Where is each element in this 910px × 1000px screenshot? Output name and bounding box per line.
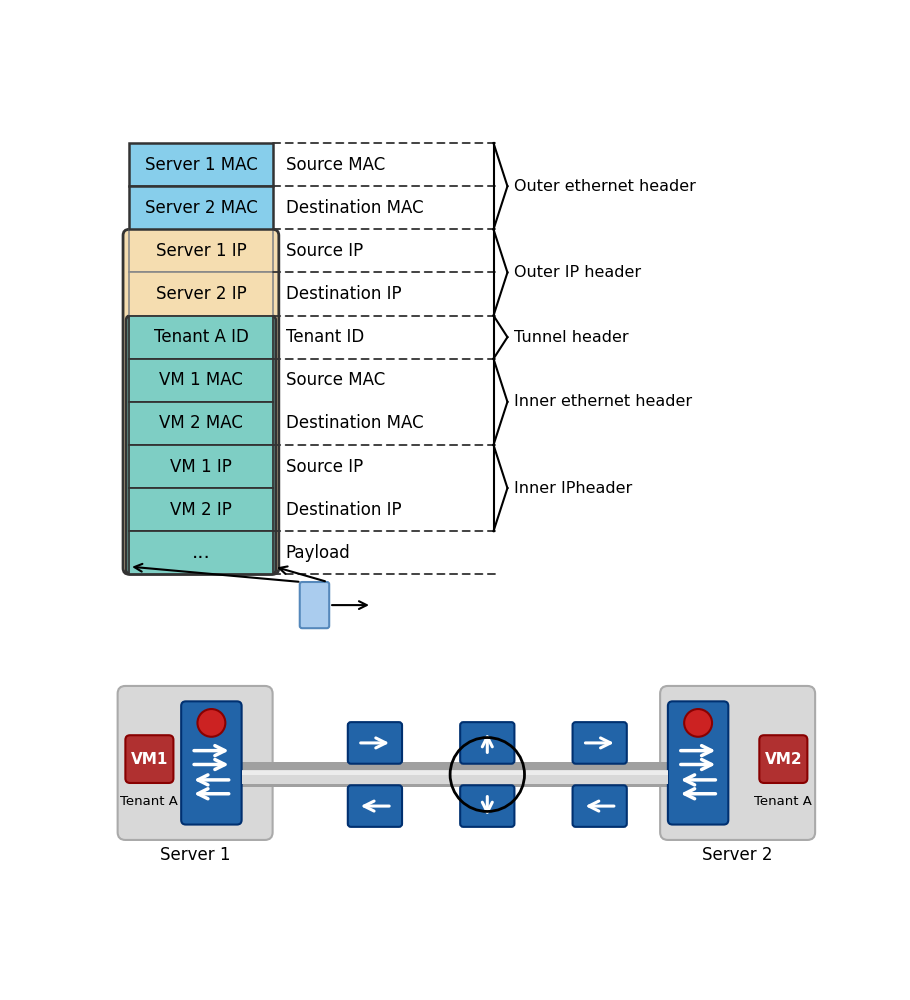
Text: Source MAC: Source MAC: [286, 371, 385, 389]
Text: Payload: Payload: [286, 544, 350, 562]
FancyBboxPatch shape: [129, 229, 273, 272]
Text: Server 1: Server 1: [160, 846, 230, 864]
Text: Server 2 IP: Server 2 IP: [156, 285, 247, 303]
FancyBboxPatch shape: [181, 701, 242, 825]
Text: ...: ...: [192, 543, 210, 562]
FancyBboxPatch shape: [129, 488, 273, 531]
FancyBboxPatch shape: [348, 785, 402, 827]
FancyBboxPatch shape: [460, 722, 514, 764]
Text: VM1: VM1: [131, 752, 168, 767]
Text: VM 2 MAC: VM 2 MAC: [159, 414, 243, 432]
Circle shape: [197, 709, 226, 737]
Text: Destination IP: Destination IP: [286, 285, 401, 303]
Text: Tunnel header: Tunnel header: [513, 330, 628, 345]
FancyBboxPatch shape: [129, 359, 273, 402]
FancyBboxPatch shape: [129, 531, 273, 574]
Text: Destination MAC: Destination MAC: [286, 414, 423, 432]
FancyBboxPatch shape: [660, 686, 815, 840]
FancyBboxPatch shape: [126, 316, 276, 574]
Text: VM 1 IP: VM 1 IP: [170, 458, 232, 476]
Text: Destination IP: Destination IP: [286, 501, 401, 519]
Text: Outer ethernet header: Outer ethernet header: [513, 179, 695, 194]
Bar: [242, 762, 668, 787]
Text: Inner IPheader: Inner IPheader: [513, 481, 632, 496]
Text: Server 1 MAC: Server 1 MAC: [145, 156, 258, 174]
Text: VM 2 IP: VM 2 IP: [170, 501, 232, 519]
FancyBboxPatch shape: [117, 686, 273, 840]
FancyBboxPatch shape: [348, 722, 402, 764]
Text: Source IP: Source IP: [286, 242, 363, 260]
FancyBboxPatch shape: [129, 143, 273, 186]
Text: VM 1 MAC: VM 1 MAC: [159, 371, 243, 389]
Text: Tenant ID: Tenant ID: [286, 328, 364, 346]
Bar: [242, 770, 668, 774]
FancyBboxPatch shape: [129, 316, 273, 359]
Text: Tenant A: Tenant A: [754, 795, 813, 808]
FancyBboxPatch shape: [572, 722, 627, 764]
FancyBboxPatch shape: [572, 785, 627, 827]
Text: Source MAC: Source MAC: [286, 156, 385, 174]
Text: Server 2 MAC: Server 2 MAC: [145, 199, 258, 217]
Text: Destination MAC: Destination MAC: [286, 199, 423, 217]
Circle shape: [684, 709, 712, 737]
Text: VM2: VM2: [764, 752, 802, 767]
FancyBboxPatch shape: [126, 735, 174, 783]
Text: Server 2: Server 2: [703, 846, 773, 864]
Text: Tenant A ID: Tenant A ID: [154, 328, 248, 346]
Bar: [242, 771, 668, 784]
FancyBboxPatch shape: [299, 582, 329, 628]
FancyBboxPatch shape: [129, 186, 273, 229]
FancyBboxPatch shape: [759, 735, 807, 783]
FancyBboxPatch shape: [129, 402, 273, 445]
Text: Inner ethernet header: Inner ethernet header: [513, 394, 692, 409]
FancyBboxPatch shape: [129, 272, 273, 316]
Text: Outer IP header: Outer IP header: [513, 265, 641, 280]
Text: Tenant A: Tenant A: [120, 795, 178, 808]
FancyBboxPatch shape: [460, 785, 514, 827]
FancyBboxPatch shape: [129, 445, 273, 488]
Text: Source IP: Source IP: [286, 458, 363, 476]
Text: Server 1 IP: Server 1 IP: [156, 242, 247, 260]
FancyBboxPatch shape: [123, 229, 278, 574]
FancyBboxPatch shape: [668, 701, 728, 825]
